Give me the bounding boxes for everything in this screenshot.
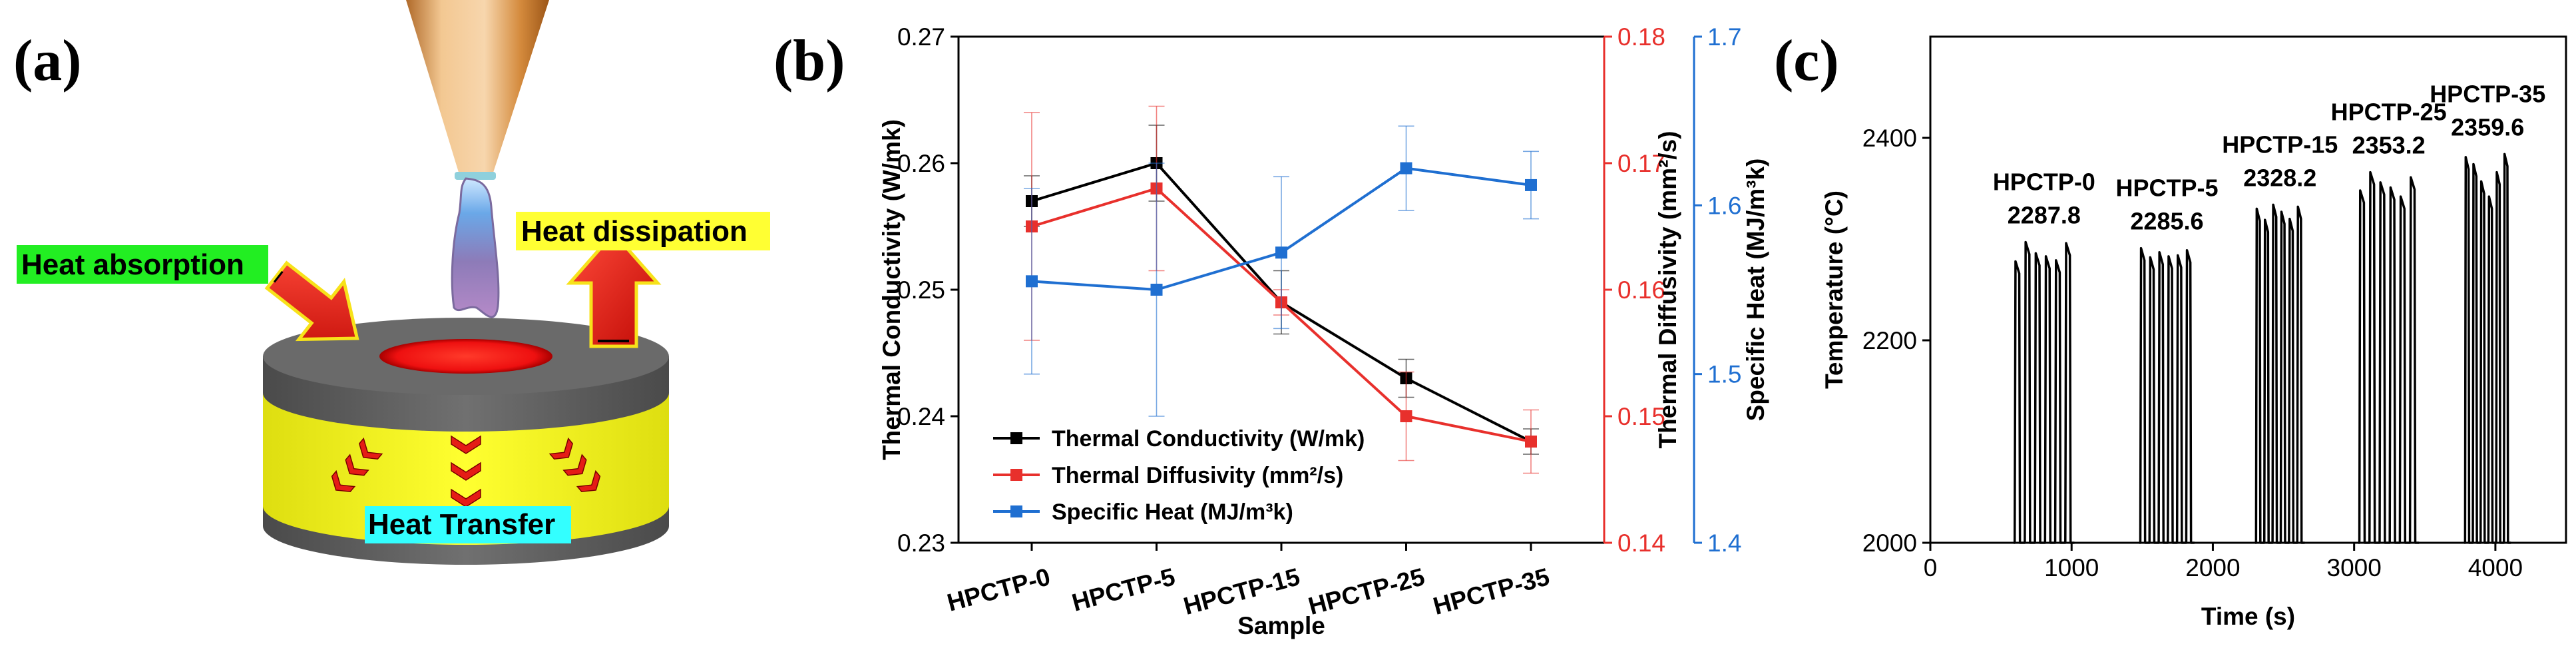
group-value-label: 2285.6: [2130, 208, 2203, 235]
x-axis-tick-label: 1000: [2044, 554, 2099, 581]
y-axis-label: Temperature (°C): [1821, 190, 1848, 389]
group-name-label: HPCTP-5: [2115, 174, 2218, 202]
x-axis-tick-label: 2000: [2185, 554, 2240, 581]
temperature-trace-1: [2139, 246, 2195, 544]
nozzle-icon: [406, 0, 549, 180]
right2-axis-tick-label: 1.7: [1707, 23, 1741, 51]
legend-marker: [1010, 469, 1022, 481]
right2-axis-tick-label: 1.6: [1707, 192, 1741, 219]
right1-axis-label: Thermal Diffusivity (mm²/s): [1654, 131, 1681, 449]
heated-spot: [379, 339, 552, 374]
right1-axis-tick-label: 0.16: [1617, 276, 1665, 304]
temperature-trace-3: [2358, 170, 2420, 544]
series-marker: [1525, 436, 1537, 448]
group-name-label: HPCTP-15: [2222, 131, 2338, 158]
heat-absorption-label: Heat absorption: [21, 248, 244, 281]
legend-entry: Thermal Diffusivity (mm²/s): [1052, 463, 1343, 488]
chart-b: 0.23 0.24 0.25 0.26 0.27 Thermal Conductivity…: [878, 23, 1769, 639]
series-marker: [1400, 410, 1412, 422]
heat-transfer-arrows: [331, 435, 601, 507]
heat-dissipation-label: Heat dissipation: [521, 215, 748, 248]
right1-axis-tick-label: 0.17: [1617, 150, 1665, 177]
right1-axis-tick-label: 0.14: [1617, 529, 1665, 557]
panel-a: (a): [13, 0, 770, 565]
right2-axis-tick-label: 1.5: [1707, 361, 1741, 388]
group-name-label: HPCTP-0: [1993, 168, 2095, 196]
x-axis-tick-label: HPCTP-5: [1069, 563, 1178, 617]
left-axis-tick-label: 0.25: [897, 276, 945, 304]
left-axis-tick-label: 0.27: [897, 23, 945, 51]
x-axis-tick-label: 4000: [2468, 554, 2523, 581]
series-marker: [1150, 284, 1163, 296]
x-axis-tick-label: HPCTP-0: [945, 563, 1054, 617]
chart-c: 2000 2200 2400 Temperature (°C) 0 1000 2000 300…: [1821, 35, 2567, 630]
right2-axis-label: Specific Heat (MJ/m³k): [1742, 159, 1769, 422]
group-value-label: 2359.6: [2451, 113, 2524, 141]
panel-a-label: (a): [13, 29, 82, 93]
right1-axis-tick-label: 0.15: [1617, 403, 1665, 430]
heat-absorption-bg: [17, 245, 268, 284]
left-axis-tick-label: 0.24: [897, 403, 945, 430]
legend-marker: [1010, 432, 1022, 444]
panel-c-label: (c): [1774, 29, 1839, 93]
y-axis-tick-label: 2000: [1862, 529, 1917, 557]
series-marker: [1525, 178, 1537, 191]
plot-frame-c: [1929, 35, 2567, 544]
panel-b: (b) 0.23 0.24 0.25 0.26 0.27 Thermal Conducti…: [773, 23, 1769, 639]
legend-marker: [1010, 505, 1022, 517]
group-value-label: 2287.8: [2008, 202, 2081, 229]
flame-icon: [451, 177, 500, 318]
y-axis-tick-label: 2200: [1862, 327, 1917, 354]
temperature-trace-0: [2013, 240, 2075, 544]
heat-absorption-arrow: [264, 260, 359, 342]
x-axis-label: Time (s): [2201, 603, 2295, 630]
group-value-label: 2353.2: [2352, 132, 2426, 159]
temperature-trace-4: [2464, 153, 2511, 544]
y-axis-tick-label: 2400: [1862, 125, 1917, 152]
right2-axis-tick-label: 1.4: [1707, 529, 1741, 557]
panel-b-label: (b): [773, 29, 845, 93]
legend-entry: Specific Heat (MJ/m³k): [1052, 499, 1293, 525]
left-axis-tick-label: 0.26: [897, 150, 945, 177]
group-value-label: 2328.2: [2243, 164, 2316, 191]
heat-transfer-bg: [365, 506, 571, 543]
group-name-label: HPCTP-25: [2331, 99, 2447, 126]
temperature-trace-2: [2254, 203, 2305, 544]
series-marker: [1026, 275, 1038, 288]
heat-dissipation-arrow: [566, 230, 662, 348]
heat-dissipation-bg: [516, 212, 770, 250]
series-marker: [1400, 162, 1412, 174]
right1-axis-tick-label: 0.18: [1617, 23, 1665, 51]
x-axis-tick-label: HPCTP-35: [1430, 563, 1552, 620]
legend-entry: Thermal Conductivity (W/mk): [1052, 426, 1365, 452]
heat-transfer-label: Heat Transfer: [368, 508, 555, 541]
x-axis-tick-label: 3000: [2327, 554, 2382, 581]
series-marker: [1275, 246, 1287, 259]
left-axis-tick-label: 0.23: [897, 529, 945, 557]
x-axis-tick-label: 0: [1924, 554, 1938, 581]
left-axis-label: Thermal Conductivity (W/mk): [878, 119, 905, 460]
group-name-label: HPCTP-35: [2430, 80, 2545, 107]
x-axis-label: Sample: [1237, 612, 1325, 639]
